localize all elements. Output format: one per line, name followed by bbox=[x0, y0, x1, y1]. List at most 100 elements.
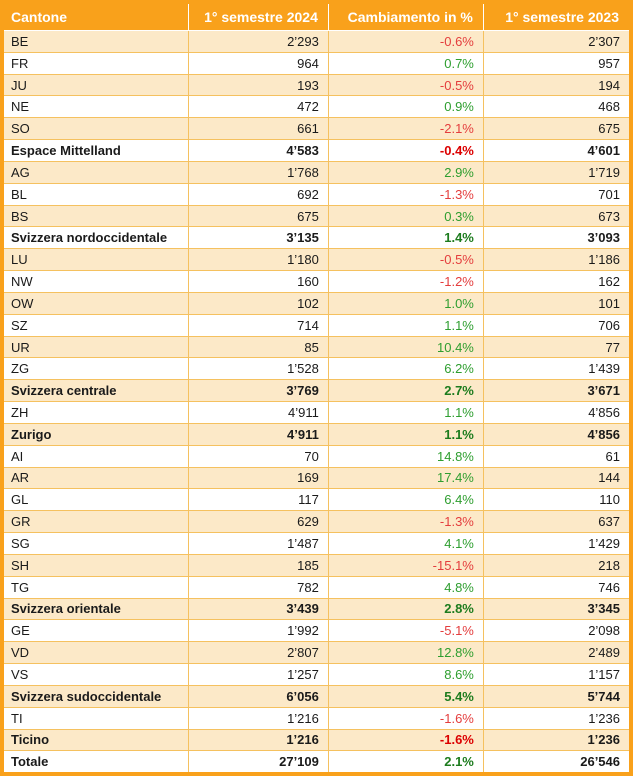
value-2024: 1’992 bbox=[187, 619, 329, 642]
change-percent: 12.8% bbox=[327, 641, 484, 664]
table-row: AI 70 14.8% 61 bbox=[4, 444, 629, 468]
value-2024: 193 bbox=[187, 73, 329, 96]
canton-label: VD bbox=[4, 641, 189, 664]
change-percent: -15.1% bbox=[327, 553, 484, 577]
value-2023: 162 bbox=[482, 270, 629, 293]
value-2023: 218 bbox=[482, 553, 629, 577]
canton-label: LU bbox=[4, 248, 189, 271]
table-row: UR 85 10.4% 77 bbox=[4, 335, 629, 358]
change-percent: 2.8% bbox=[327, 597, 484, 620]
table-row: JU 193 -0.5% 194 bbox=[4, 73, 629, 96]
canton-label: Ticino bbox=[4, 728, 189, 751]
value-2023: 1’719 bbox=[482, 160, 629, 184]
change-percent: 4.1% bbox=[327, 532, 484, 555]
table-row: GL 117 6.4% 110 bbox=[4, 488, 629, 511]
value-2024: 675 bbox=[187, 204, 329, 227]
value-2023: 4’601 bbox=[482, 139, 629, 162]
canton-label: AI bbox=[4, 444, 189, 468]
value-2023: 4’856 bbox=[482, 401, 629, 424]
table-body: BE 2’293 -0.6% 2’307 FR 964 0.7% 957 JU 193 -0.5% 1… bbox=[4, 30, 629, 772]
change-percent: 10.4% bbox=[327, 335, 484, 358]
change-percent: 6.2% bbox=[327, 357, 484, 380]
change-percent: 0.7% bbox=[327, 51, 484, 75]
canton-label: OW bbox=[4, 291, 189, 315]
value-2024: 3’135 bbox=[187, 226, 329, 249]
canton-label: Svizzera nordoccidentale bbox=[4, 226, 189, 249]
canton-label: GR bbox=[4, 510, 189, 533]
value-2024: 1’487 bbox=[187, 532, 329, 555]
value-2024: 85 bbox=[187, 335, 329, 358]
value-2023: 2’307 bbox=[482, 30, 629, 53]
table-row: BE 2’293 -0.6% 2’307 bbox=[4, 30, 629, 53]
value-2024: 4’583 bbox=[187, 139, 329, 162]
value-2024: 160 bbox=[187, 270, 329, 293]
value-2023: 1’157 bbox=[482, 663, 629, 686]
change-percent: 1.4% bbox=[327, 226, 484, 249]
table-row: ZG 1’528 6.2% 1’439 bbox=[4, 357, 629, 380]
canton-label: BE bbox=[11, 33, 29, 49]
value-2023: 5’744 bbox=[482, 684, 629, 708]
value-2024: 1’768 bbox=[187, 160, 329, 184]
canton-label: BL bbox=[4, 182, 189, 206]
value-2024: 117 bbox=[187, 488, 329, 511]
table-row-summary: Svizzera orientale 3’439 2.8% 3’345 bbox=[4, 597, 629, 620]
value-2023: 675 bbox=[482, 117, 629, 140]
value-2023: 1’186 bbox=[482, 248, 629, 271]
change-percent: 8.6% bbox=[327, 663, 484, 686]
canton-label: JU bbox=[4, 73, 189, 96]
table-row: FR 964 0.7% 957 bbox=[4, 51, 629, 75]
value-2024: 70 bbox=[187, 444, 329, 468]
canton-label: AG bbox=[4, 160, 189, 184]
change-percent: 1.1% bbox=[327, 313, 484, 337]
change-percent: -1.3% bbox=[327, 510, 484, 533]
value-2024: 1’216 bbox=[187, 728, 329, 751]
value-2023: 637 bbox=[482, 510, 629, 533]
column-header-semestre-2023: 1° semestre 2023 bbox=[482, 4, 629, 31]
value-2023: 701 bbox=[482, 182, 629, 206]
value-2024: 3’439 bbox=[187, 597, 329, 620]
value-2024: 27’109 bbox=[187, 750, 329, 772]
table-row: SO 661 -2.1% 675 bbox=[4, 117, 629, 140]
value-2023: 3’671 bbox=[482, 379, 629, 402]
canton-label: Espace Mittelland bbox=[4, 139, 189, 162]
value-2024: 102 bbox=[187, 291, 329, 315]
table-row: TI 1’216 -1.6% 1’236 bbox=[4, 706, 629, 729]
canton-label: Svizzera orientale bbox=[4, 597, 189, 620]
value-2024: 629 bbox=[187, 510, 329, 533]
table-row: AG 1’768 2.9% 1’719 bbox=[4, 160, 629, 184]
change-percent: 4.8% bbox=[327, 575, 484, 599]
value-2023: 1’236 bbox=[482, 706, 629, 729]
value-2023: 144 bbox=[482, 466, 629, 489]
table-row-summary: Svizzera centrale 3’769 2.7% 3’671 bbox=[4, 379, 629, 402]
change-percent: -0.5% bbox=[327, 248, 484, 271]
canton-label: SG bbox=[4, 532, 189, 555]
change-percent: 2.9% bbox=[327, 160, 484, 184]
canton-label: ZH bbox=[4, 401, 189, 424]
change-percent: -0.4% bbox=[327, 139, 484, 162]
canton-label: UR bbox=[4, 335, 189, 358]
table-row: GR 629 -1.3% 637 bbox=[4, 510, 629, 533]
table-header: Cantone 1° semestre 2024 Cambiamento in … bbox=[4, 4, 629, 31]
change-percent: 2.7% bbox=[327, 379, 484, 402]
value-2024: 1’257 bbox=[187, 663, 329, 686]
value-2023: 2’489 bbox=[482, 641, 629, 664]
value-2024: 2’293 bbox=[187, 30, 329, 53]
table-row: TG 782 4.8% 746 bbox=[4, 575, 629, 599]
value-2023: 61 bbox=[482, 444, 629, 468]
canton-label: NW bbox=[4, 270, 189, 293]
table-row: SG 1’487 4.1% 1’429 bbox=[4, 532, 629, 555]
table-row: ZH 4’911 1.1% 4’856 bbox=[4, 401, 629, 424]
canton-label: GE bbox=[4, 619, 189, 642]
value-2024: 1’528 bbox=[187, 357, 329, 380]
canton-label: BS bbox=[4, 204, 189, 227]
change-percent: 1.1% bbox=[327, 401, 484, 424]
change-percent: -1.6% bbox=[327, 728, 484, 751]
table-row: OW 102 1.0% 101 bbox=[4, 291, 629, 315]
table-row-summary: Espace Mittelland 4’583 -0.4% 4’601 bbox=[4, 139, 629, 162]
canton-label: GL bbox=[4, 488, 189, 511]
value-2023: 706 bbox=[482, 313, 629, 337]
value-2023: 673 bbox=[482, 204, 629, 227]
value-2024: 185 bbox=[187, 553, 329, 577]
value-2023: 194 bbox=[482, 73, 629, 96]
